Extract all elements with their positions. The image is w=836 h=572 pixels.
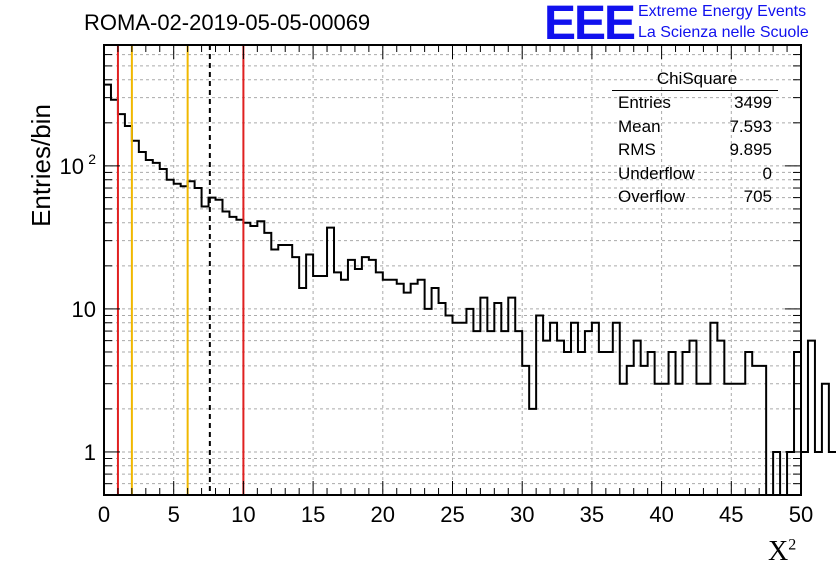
histogram-series: [104, 83, 836, 496]
x-tick-label: 35: [580, 502, 604, 527]
stats-row: Mean 7.593: [612, 115, 778, 139]
stats-row: RMS 9.895: [612, 138, 778, 162]
x-tick-label: 50: [789, 502, 813, 527]
stats-label: Overflow: [618, 187, 686, 206]
stats-value: 705: [743, 187, 772, 206]
stats-row: Overflow 705: [612, 185, 778, 209]
stats-label: RMS: [618, 140, 656, 159]
y-tick-label: 10: [72, 297, 96, 322]
x-tick-label: 25: [440, 502, 464, 527]
stats-value: 7.593: [729, 116, 772, 136]
x-tick-label: 40: [649, 502, 673, 527]
x-axis-label: X2: [768, 536, 796, 568]
stats-title: ChiSquare: [612, 68, 778, 91]
stats-row: Underflow 0: [612, 162, 778, 186]
y-tick-label: 1: [84, 440, 96, 465]
y-axis-label-wrap: Entries/bin: [0, 104, 56, 227]
x-tick-label: 0: [98, 502, 110, 527]
x-tick-label: 30: [510, 502, 534, 527]
x-axis-label-main: X: [768, 536, 789, 567]
chart-title: ROMA-02-2019-05-05-00069: [84, 10, 371, 35]
x-tick-label: 20: [371, 502, 395, 527]
eee-logo: EEE: [544, 0, 636, 50]
stats-value: 3499: [734, 93, 772, 112]
y-axis-label: Entries/bin: [25, 104, 56, 227]
stats-label: Mean: [618, 116, 661, 136]
x-tick-label: 15: [301, 502, 325, 527]
eee-logo-line1: Extreme Energy Events: [638, 3, 807, 20]
x-tick-label: 10: [231, 502, 255, 527]
stats-row: Entries 3499: [612, 91, 778, 115]
eee-logo-line2: La Scienza nelle Scuole: [638, 24, 809, 41]
y-tick-label: 10: [60, 154, 84, 179]
stats-label: Entries: [618, 93, 671, 112]
x-tick-label: 5: [168, 502, 180, 527]
x-axis-label-superscript: 2: [788, 536, 797, 554]
x-tick-label: 45: [719, 502, 743, 527]
stats-box: ChiSquare Entries 3499 Mean 7.593 RMS 9.895…: [612, 68, 778, 209]
stats-value: 9.895: [729, 140, 772, 159]
stats-label: Underflow: [618, 163, 695, 183]
y-tick-label-exponent: 2: [88, 151, 96, 167]
stats-value: 0: [762, 163, 772, 183]
